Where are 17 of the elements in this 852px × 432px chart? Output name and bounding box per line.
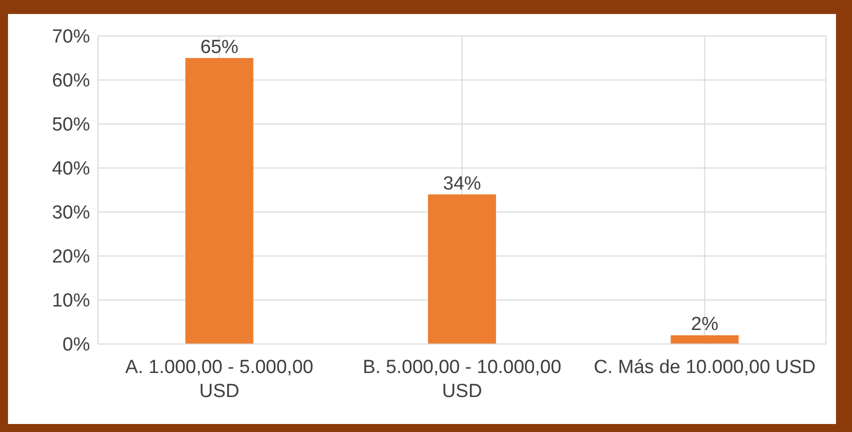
y-tick-label: 0% [62,334,90,356]
data-label: 34% [443,173,482,194]
bar [670,335,739,344]
x-tick-label: C. Más de 10.000,00 USD [592,356,817,380]
bar [185,58,254,344]
y-tick-label: 20% [52,246,90,268]
y-tick-label: 40% [52,158,90,180]
y-tick-label: 70% [52,26,90,48]
data-label: 65% [200,37,238,58]
y-tick-label: 10% [52,290,90,312]
bar [428,194,496,344]
y-tick-label: 50% [52,114,90,136]
x-tick-label: A. 1.000,00 - 5.000,00 USD [124,356,314,404]
y-tick-label: 60% [52,70,90,92]
x-tick-label: B. 5.000,00 - 10.000,00 USD [362,356,562,404]
y-tick-label: 30% [52,202,90,224]
data-label: 2% [690,314,719,336]
